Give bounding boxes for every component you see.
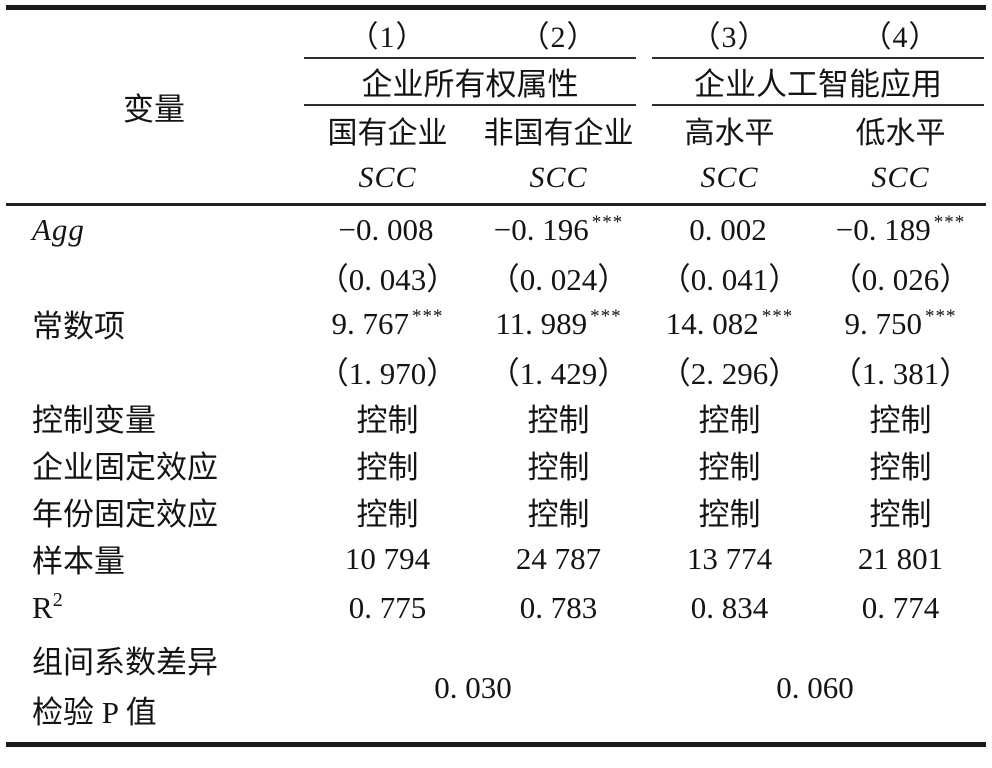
cell-value: （2. 296） <box>659 356 800 391</box>
cell-value: 0. 834 <box>690 590 769 625</box>
cell-value: （0. 024） <box>488 262 629 297</box>
cell-value: 控制 <box>356 497 419 532</box>
table-row-pvalue: 组间系数差异 检验 P 值 0. 030 0. 060 <box>6 634 986 742</box>
row-label: R2 <box>32 589 63 625</box>
cell-value: 0. 783 <box>519 590 598 625</box>
dep-var-label-2: SCC <box>529 161 588 194</box>
table-row-year-fe: 年份固定效应 控制 控制 控制 控制 <box>6 488 986 535</box>
significance-stars: *** <box>591 211 624 233</box>
significance-stars: *** <box>590 305 622 327</box>
row-label: 控制变量 <box>32 403 156 438</box>
dep-var-label-1: SCC <box>358 161 417 194</box>
variable-column-header: 变量 <box>123 92 185 127</box>
table-row-controls: 控制变量 控制 控制 控制 控制 <box>6 394 986 441</box>
cell-value: 控制 <box>869 450 932 485</box>
table-row-agg-se: （0. 043） （0. 024） （0. 041） （0. 026） <box>6 253 986 300</box>
row-label: Agg <box>32 211 85 247</box>
cell-value: 控制 <box>698 497 761 532</box>
dep-var-label-3: SCC <box>700 161 759 194</box>
significance-stars: *** <box>925 305 957 327</box>
cell-value: 21 801 <box>857 540 944 576</box>
table-row-constant-se: （1. 970） （1. 429） （2. 296） （1. 381） <box>6 347 986 394</box>
cell-value: 9. 767 *** <box>331 305 444 341</box>
table-row-constant: 常数项 9. 767 *** 11. 989 *** 14. 082 *** 9. 7… <box>6 300 986 347</box>
significance-stars: *** <box>412 305 444 327</box>
cell-value: （1. 970） <box>317 356 458 391</box>
row-label: 年份固定效应 <box>32 497 218 532</box>
cell-value: 控制 <box>356 403 419 438</box>
cell-value: 9. 750 *** <box>844 305 957 341</box>
cell-value: 控制 <box>527 497 590 532</box>
cell-value: 控制 <box>527 450 590 485</box>
model-number-4: （4） <box>861 20 940 54</box>
cell-value: （0. 026） <box>830 262 971 297</box>
pvalue-label-line2: 检验 P 值 <box>32 695 157 730</box>
cell-value: 13 774 <box>686 540 773 576</box>
pvalue-label-line1: 组间系数差异 <box>32 645 218 680</box>
group-title-ai-application: 企业人工智能应用 <box>652 57 984 106</box>
row-label: 企业固定效应 <box>32 450 218 485</box>
cell-value: （1. 381） <box>830 356 971 391</box>
cell-value: 0. 775 <box>348 590 427 625</box>
model-number-1: （1） <box>348 20 427 54</box>
cell-value: 0. 002 <box>689 211 767 247</box>
table-row-firm-fe: 企业固定效应 控制 控制 控制 控制 <box>6 441 986 488</box>
cell-value: 控制 <box>527 403 590 438</box>
table-row-r-squared: R2 0. 775 0. 783 0. 834 0. 774 <box>6 582 986 634</box>
subcolumn-non-soe: 非国有企业 <box>483 116 634 150</box>
subcolumn-high-level: 高水平 <box>684 116 775 150</box>
cell-value: 24 787 <box>515 540 602 576</box>
significance-stars: *** <box>761 305 794 327</box>
table-header: 变量 （1） （2） （3） （4） 企业所有权属性 企业人工智能应用 国有企业… <box>6 10 986 206</box>
cell-value: 控制 <box>698 450 761 485</box>
regression-table: 变量 （1） （2） （3） （4） 企业所有权属性 企业人工智能应用 国有企业… <box>6 5 986 747</box>
cell-value: 控制 <box>356 450 419 485</box>
cell-value: 控制 <box>869 403 932 438</box>
model-number-3: （3） <box>690 20 769 54</box>
cell-value: 控制 <box>869 497 932 532</box>
row-label: 常数项 <box>32 309 125 344</box>
cell-value: −0. 189 *** <box>835 211 966 247</box>
model-number-2: （2） <box>519 20 598 54</box>
subcolumn-soe: 国有企业 <box>327 116 448 150</box>
cell-value: 11. 989 *** <box>495 305 622 341</box>
significance-stars: *** <box>933 211 966 233</box>
table-row-observations: 样本量 10 794 24 787 13 774 21 801 <box>6 535 986 582</box>
cell-value: （0. 043） <box>317 262 458 297</box>
table-row-agg: Agg −0. 008 −0. 196 *** 0. 002 −0. 189 *** <box>6 206 986 253</box>
group-title-ownership: 企业所有权属性 <box>304 57 636 106</box>
row-label: 样本量 <box>32 544 125 579</box>
r-squared-superscript: 2 <box>52 589 63 611</box>
cell-value: −0. 008 <box>338 211 434 247</box>
subcolumn-low-level: 低水平 <box>855 116 946 150</box>
row-label: 组间系数差异 检验 P 值 <box>6 634 302 742</box>
cell-value: 10 794 <box>344 540 431 576</box>
cell-value: 14. 082 *** <box>665 305 794 341</box>
cell-value: 控制 <box>698 403 761 438</box>
pvalue-group2: 0. 060 <box>776 670 854 705</box>
pvalue-group1: 0. 030 <box>434 670 512 705</box>
dep-var-label-4: SCC <box>871 161 930 194</box>
cell-value: −0. 196 *** <box>493 211 624 247</box>
cell-value: （0. 041） <box>659 262 800 297</box>
table-body: Agg −0. 008 −0. 196 *** 0. 002 −0. 189 ***… <box>6 206 986 742</box>
cell-value: 0. 774 <box>861 590 940 625</box>
cell-value: （1. 429） <box>488 356 629 391</box>
